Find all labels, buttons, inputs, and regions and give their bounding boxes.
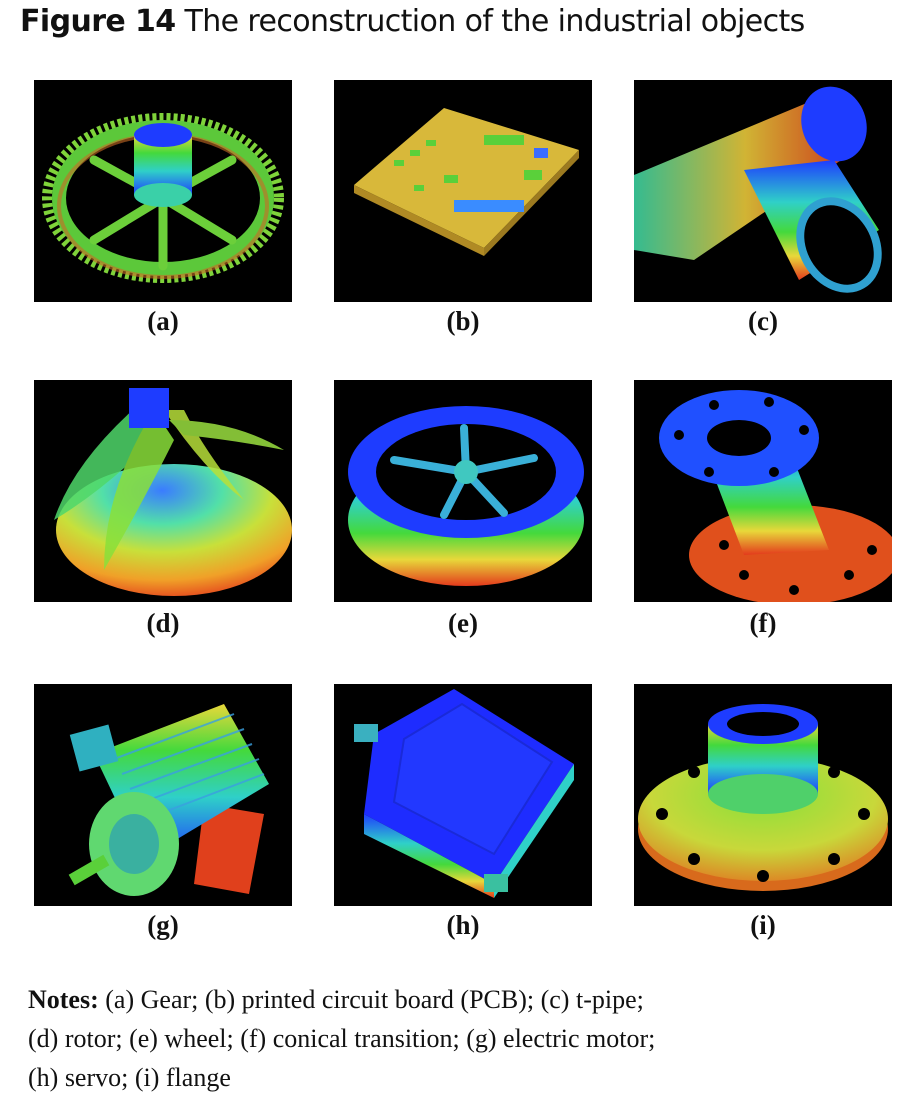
flange-icon [638, 704, 888, 891]
caption-i: (i) [750, 910, 776, 940]
panel-t-pipe [634, 80, 892, 302]
caption-c: (c) [748, 306, 778, 336]
figure-title: Figure 14 The reconstruction of the indu… [20, 4, 805, 39]
caption-b: (b) [446, 306, 480, 336]
notes-line-3: (h) servo; (i) flange [28, 1063, 231, 1092]
caption-f: (f) [749, 608, 777, 638]
servo-icon [354, 689, 574, 898]
figure-notes: Notes: (a) Gear; (b) printed circuit boa… [28, 980, 888, 1097]
panel-gear [34, 80, 292, 302]
caption-d: (d) [146, 608, 180, 638]
caption-g: (g) [147, 910, 179, 940]
figure-caption-title: The reconstruction of the industrial obj… [184, 4, 805, 39]
figure-label: Figure 14 [20, 4, 176, 39]
panel-flange [634, 684, 892, 906]
pcb-icon [354, 108, 579, 256]
gear-icon [42, 113, 284, 283]
panel-wheel [334, 380, 592, 602]
panel-servo [334, 684, 592, 906]
caption-a: (a) [147, 306, 179, 336]
t-pipe-icon [634, 86, 882, 293]
electric-motor-icon [68, 704, 269, 896]
notes-label: Notes: [28, 985, 99, 1014]
notes-line-1: Notes: (a) Gear; (b) printed circuit boa… [28, 985, 644, 1014]
conical-transition-icon [659, 390, 892, 602]
panel-rotor [34, 380, 292, 602]
rotor-icon [54, 388, 292, 596]
caption-h: (h) [446, 910, 480, 940]
panel-pcb [334, 80, 592, 302]
wheel-icon [348, 406, 584, 586]
notes-line-2: (d) rotor; (e) wheel; (f) conical transi… [28, 1024, 656, 1053]
caption-e: (e) [448, 608, 478, 638]
panel-conical-transition [634, 380, 892, 602]
panel-electric-motor [34, 684, 292, 906]
